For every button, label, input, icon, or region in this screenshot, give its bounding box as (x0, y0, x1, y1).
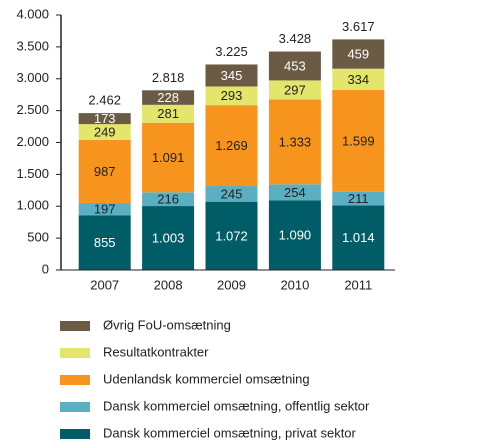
bar-segment (205, 86, 258, 106)
bar-segment (78, 113, 131, 125)
total-label: 3.617 (342, 19, 375, 34)
bar-segment (332, 68, 385, 90)
legend-swatch (60, 375, 90, 385)
y-tick-label: 2.000 (16, 134, 49, 149)
total-label: 2.462 (88, 92, 121, 107)
data-label: 1.599 (342, 133, 375, 148)
legend-swatch (60, 429, 90, 439)
y-tick-label: 1.000 (16, 198, 49, 213)
bar-segment (268, 80, 321, 100)
data-label: 254 (284, 185, 306, 200)
legend-swatch (60, 402, 90, 412)
bar-segment (78, 124, 131, 141)
data-label: 453 (284, 58, 306, 73)
bar-segment (332, 89, 385, 192)
bar-segment (142, 206, 195, 270)
data-label: 281 (157, 106, 179, 121)
data-label: 1.269 (215, 138, 248, 153)
bar-segment (205, 186, 258, 202)
data-label: 216 (157, 192, 179, 207)
y-tick-label: 3.500 (16, 38, 49, 53)
legend-label: Udenlandsk kommerciel omsætning (103, 371, 310, 386)
legend-label: Dansk kommerciel omsætning, offentlig se… (103, 398, 370, 413)
y-tick-label: 500 (27, 230, 49, 245)
legend-swatch (60, 321, 90, 331)
bar-segment (332, 205, 385, 270)
data-label: 1.333 (279, 134, 312, 149)
bar-segment (205, 201, 258, 270)
data-label: 297 (284, 82, 306, 97)
data-label: 334 (347, 72, 369, 87)
bar-segment (268, 184, 321, 201)
data-label: 293 (221, 88, 243, 103)
data-label: 345 (221, 68, 243, 83)
total-label: 2.818 (152, 70, 185, 85)
y-tick-label: 4.000 (16, 6, 49, 21)
data-label: 1.090 (279, 228, 312, 243)
bar-segment (142, 104, 195, 123)
bar-segment (78, 202, 131, 216)
bar-segment (142, 122, 195, 193)
bar-segment (205, 64, 258, 87)
bar-segment (268, 51, 321, 81)
data-label: 855 (94, 235, 116, 250)
bar-segment (205, 105, 258, 187)
data-label: 197 (94, 202, 116, 217)
legend-label: Dansk kommerciel omsætning, privat sekto… (103, 425, 357, 440)
bar-segment (332, 191, 385, 206)
x-tick-label: 2007 (90, 277, 119, 292)
total-label: 3.428 (279, 31, 312, 46)
bar-segment (142, 90, 195, 105)
y-tick-label: 3.000 (16, 70, 49, 85)
legend-label: Øvrig FoU-omsætning (103, 317, 231, 332)
data-label: 1.003 (152, 230, 185, 245)
data-label: 245 (221, 186, 243, 201)
y-tick-label: 0 (42, 261, 49, 276)
data-label: 211 (348, 191, 369, 206)
bar-segment (78, 215, 131, 270)
legend-swatch (60, 348, 90, 358)
data-label: 249 (94, 125, 116, 140)
legend-label: Resultatkontrakter (103, 344, 209, 359)
data-label: 228 (157, 90, 179, 105)
y-tick-label: 2.500 (16, 102, 49, 117)
data-label: 987 (94, 164, 116, 179)
total-label: 3.225 (215, 44, 248, 59)
data-label: 459 (347, 46, 369, 61)
bar-segment (268, 99, 321, 185)
bar-segment (142, 192, 195, 207)
data-label: 1.091 (152, 150, 185, 165)
y-tick-label: 1.500 (16, 166, 49, 181)
data-label: 1.072 (215, 228, 248, 243)
bar-segment (332, 39, 385, 69)
data-label: 1.014 (342, 230, 375, 245)
bar-segment (78, 140, 131, 203)
x-tick-label: 2010 (280, 277, 309, 292)
data-label: 173 (94, 111, 116, 126)
x-tick-label: 2009 (217, 277, 246, 292)
bar-segment (268, 200, 321, 270)
x-tick-label: 2008 (154, 277, 183, 292)
x-tick-label: 2011 (344, 277, 372, 292)
